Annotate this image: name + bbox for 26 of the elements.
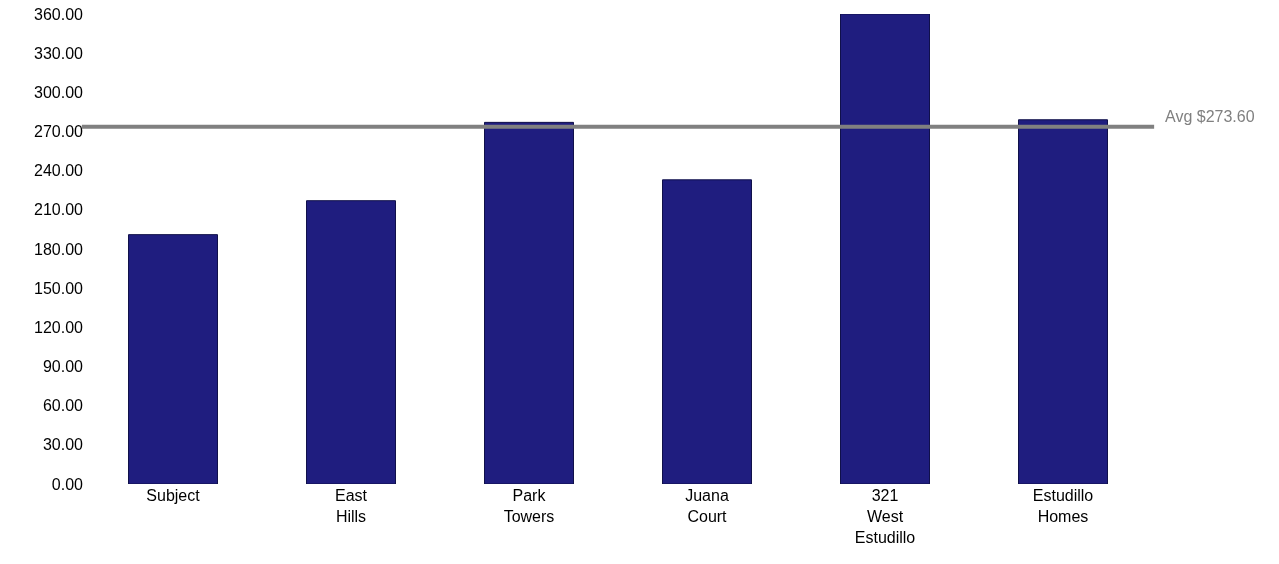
y-tick-label: 240.00 [34,162,84,180]
y-tick-label: 210.00 [34,201,84,219]
x-tick-label: Estudillo Homes [1032,487,1094,525]
y-tick-label: 300.00 [34,83,84,101]
bar [306,200,396,484]
y-tick-label: 120.00 [34,318,84,336]
bar [128,234,218,484]
bar [662,179,752,484]
x-tick-label: East Hills [334,487,368,525]
bar [840,14,930,484]
bar [484,121,574,484]
y-tick-label: 330.00 [34,44,84,62]
y-tick-label: 150.00 [34,279,84,297]
ref-line-label: Avg $273.60 [1165,108,1255,125]
y-tick-label: 270.00 [34,123,84,141]
bar [1018,119,1108,484]
y-tick-label: 0.00 [51,475,84,493]
y-tick-label: 60.00 [42,397,84,415]
x-tick-label: Juana Court [685,487,729,525]
x-tick-label: 321 West Estudillo [854,487,916,546]
x-tick-label: Park Towers [503,487,555,525]
x-tick-label: Subject [146,487,201,504]
y-tick-label: 360.00 [34,5,84,23]
y-tick-label: 30.00 [42,436,84,454]
y-tick-label: 180.00 [34,240,84,258]
y-tick-label: 90.00 [42,358,84,376]
